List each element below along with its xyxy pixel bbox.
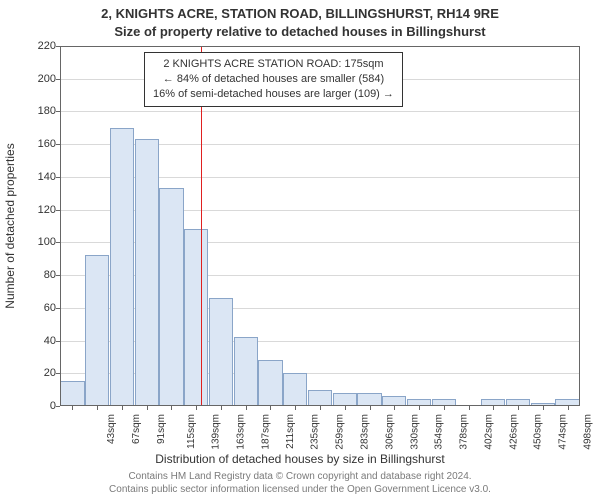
ytick-label: 40 bbox=[16, 335, 56, 347]
xtick-mark bbox=[196, 406, 197, 410]
ytick-mark bbox=[56, 406, 60, 407]
footer-attribution: Contains HM Land Registry data © Crown c… bbox=[0, 470, 600, 496]
xtick-mark bbox=[295, 406, 296, 410]
info-box: 2 KNIGHTS ACRE STATION ROAD: 175sqm← 84%… bbox=[144, 52, 403, 107]
xtick-label: 498sqm bbox=[582, 414, 593, 450]
ytick-mark bbox=[56, 275, 60, 276]
ytick-label: 0 bbox=[16, 400, 56, 412]
xtick-label: 378sqm bbox=[459, 414, 470, 450]
xtick-mark bbox=[469, 406, 470, 410]
xtick-label: 426sqm bbox=[508, 414, 519, 450]
page-title-line1: 2, KNIGHTS ACRE, STATION ROAD, BILLINGSH… bbox=[0, 6, 600, 21]
xtick-mark bbox=[444, 406, 445, 410]
xtick-label: 283sqm bbox=[360, 414, 371, 450]
xtick-mark bbox=[97, 406, 98, 410]
xtick-label: 43sqm bbox=[106, 414, 117, 444]
ytick-mark bbox=[56, 210, 60, 211]
xtick-label: 235sqm bbox=[310, 414, 321, 450]
footer-line2: Contains public sector information licen… bbox=[0, 483, 600, 496]
xtick-label: 67sqm bbox=[131, 414, 142, 444]
ytick-mark bbox=[56, 373, 60, 374]
ytick-mark bbox=[56, 341, 60, 342]
xtick-mark bbox=[320, 406, 321, 410]
ytick-label: 60 bbox=[16, 302, 56, 314]
xtick-mark bbox=[543, 406, 544, 410]
ytick-mark bbox=[56, 144, 60, 145]
xtick-label: 306sqm bbox=[384, 414, 395, 450]
xtick-label: 163sqm bbox=[236, 414, 247, 450]
xtick-mark bbox=[221, 406, 222, 410]
x-axis-label: Distribution of detached houses by size … bbox=[0, 452, 600, 466]
ytick-label: 180 bbox=[16, 105, 56, 117]
ytick-mark bbox=[56, 79, 60, 80]
xtick-label: 474sqm bbox=[558, 414, 569, 450]
ytick-mark bbox=[56, 46, 60, 47]
page-title-line2: Size of property relative to detached ho… bbox=[0, 24, 600, 39]
xtick-label: 259sqm bbox=[335, 414, 346, 450]
info-box-line1: 2 KNIGHTS ACRE STATION ROAD: 175sqm bbox=[153, 57, 394, 72]
xtick-label: 211sqm bbox=[285, 414, 296, 449]
ytick-label: 160 bbox=[16, 138, 56, 150]
footer-line1: Contains HM Land Registry data © Crown c… bbox=[0, 470, 600, 483]
ytick-label: 20 bbox=[16, 367, 56, 379]
ytick-label: 80 bbox=[16, 269, 56, 281]
xtick-label: 115sqm bbox=[186, 414, 197, 449]
ytick-label: 100 bbox=[16, 236, 56, 248]
xtick-mark bbox=[568, 406, 569, 410]
xtick-mark bbox=[419, 406, 420, 410]
xtick-mark bbox=[394, 406, 395, 410]
chart-plot-area: 2 KNIGHTS ACRE STATION ROAD: 175sqm← 84%… bbox=[60, 46, 580, 406]
xtick-label: 187sqm bbox=[261, 414, 272, 450]
y-axis-label: Number of detached properties bbox=[3, 143, 17, 308]
xtick-mark bbox=[518, 406, 519, 410]
ytick-mark bbox=[56, 242, 60, 243]
xtick-mark bbox=[270, 406, 271, 410]
xtick-label: 330sqm bbox=[409, 414, 420, 450]
info-box-line2: ← 84% of detached houses are smaller (58… bbox=[153, 72, 394, 87]
info-box-line3: 16% of semi-detached houses are larger (… bbox=[153, 87, 394, 102]
xtick-mark bbox=[246, 406, 247, 410]
ytick-mark bbox=[56, 177, 60, 178]
ytick-label: 220 bbox=[16, 40, 56, 52]
ytick-label: 140 bbox=[16, 171, 56, 183]
xtick-label: 402sqm bbox=[483, 414, 494, 450]
xtick-label: 354sqm bbox=[434, 414, 445, 450]
xtick-label: 139sqm bbox=[211, 414, 222, 450]
ytick-mark bbox=[56, 111, 60, 112]
ytick-label: 200 bbox=[16, 73, 56, 85]
xtick-mark bbox=[72, 406, 73, 410]
xtick-mark bbox=[171, 406, 172, 410]
ytick-mark bbox=[56, 308, 60, 309]
xtick-mark bbox=[147, 406, 148, 410]
xtick-mark bbox=[493, 406, 494, 410]
ytick-label: 120 bbox=[16, 204, 56, 216]
xtick-mark bbox=[345, 406, 346, 410]
xtick-label: 450sqm bbox=[533, 414, 544, 450]
xtick-mark bbox=[122, 406, 123, 410]
xtick-label: 91sqm bbox=[156, 414, 167, 444]
xtick-mark bbox=[370, 406, 371, 410]
